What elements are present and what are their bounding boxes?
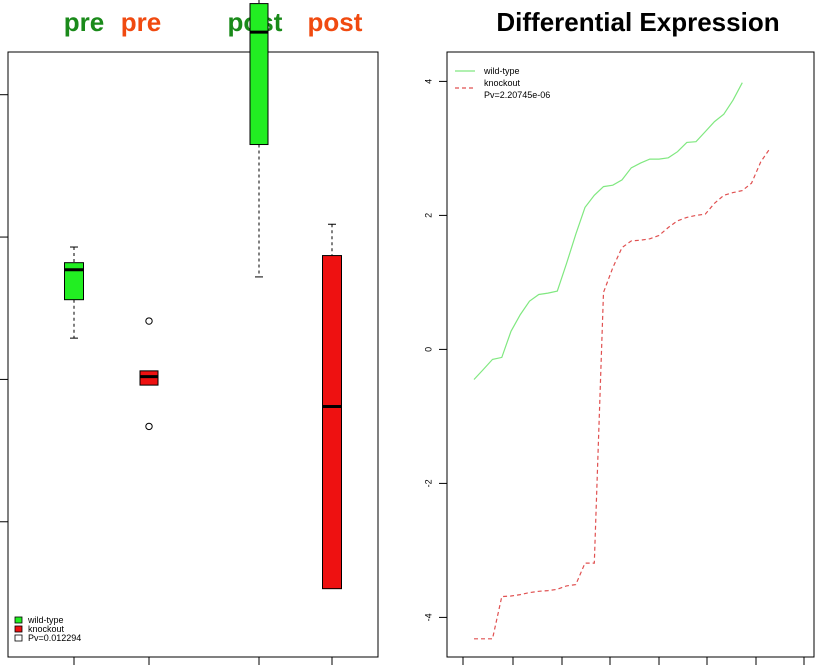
boxplot-box	[322, 255, 342, 590]
boxplot-box	[64, 262, 84, 301]
boxplot-frame	[7, 51, 379, 658]
boxplot-legend-swatch	[14, 616, 23, 624]
line-chart-y-axis: -4 -2 0 2 4	[423, 79, 447, 621]
line-chart-legend: wild-type knockout Pv=2.20745e-06	[455, 66, 550, 100]
line-chart-marks	[473, 82, 771, 640]
line-y-tick-label: -4	[423, 613, 433, 621]
boxplot-legend-label: knockout	[28, 624, 65, 634]
line-legend-label: wild-type	[483, 66, 520, 76]
chart-title-differential-expression: Differential Expression	[496, 7, 779, 37]
boxplot-outlier	[145, 317, 153, 325]
header-post-knockout: post	[308, 7, 363, 37]
line-series-wild-type	[473, 82, 743, 380]
boxplot-marks	[64, 0, 342, 590]
line-y-tick-label: 4	[423, 79, 433, 84]
boxplot-legend-swatch	[14, 634, 23, 642]
boxplot-legend-label: Pv=0.012294	[28, 633, 81, 643]
boxplot-outlier	[145, 422, 153, 431]
boxplot-legend-swatch	[14, 625, 23, 633]
header-pre-wild-type: pre	[64, 7, 104, 37]
line-y-tick-label: 2	[423, 213, 433, 218]
boxplot-y-axis	[0, 94, 8, 523]
line-chart-x-axis	[462, 657, 805, 665]
boxplot-x-axis	[73, 657, 333, 665]
boxplot-legend-label: wild-type	[27, 615, 64, 625]
line-series-knockout	[474, 148, 771, 640]
line-y-tick-label: -2	[423, 479, 433, 487]
line-legend-label: Pv=2.20745e-06	[484, 90, 550, 100]
header-pre-knockout: pre	[121, 7, 161, 37]
line-y-tick-label: 0	[423, 347, 433, 352]
boxplot-box	[249, 3, 269, 146]
line-chart-panel: -4 -2 0 2 4 wild-type knockout Pv=2.20745e-06	[423, 51, 815, 665]
line-legend-label: knockout	[484, 78, 521, 88]
line-chart-frame	[446, 51, 815, 658]
